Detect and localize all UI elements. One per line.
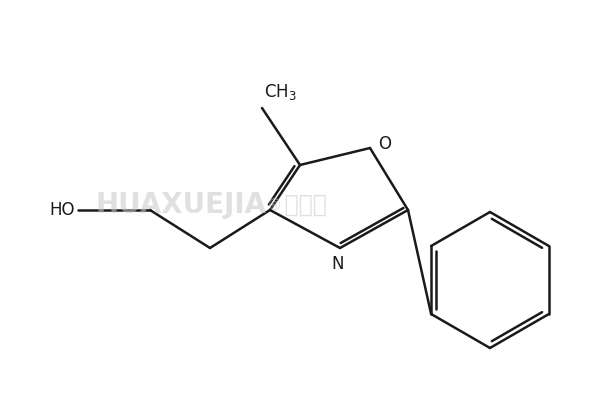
Text: 化学加: 化学加 (277, 193, 327, 217)
Text: O: O (378, 135, 391, 153)
Text: CH$_3$: CH$_3$ (264, 82, 297, 102)
Text: ®: ® (267, 198, 282, 213)
Text: HUAXUEJIA: HUAXUEJIA (95, 191, 266, 219)
Text: HO: HO (50, 201, 75, 219)
Text: N: N (331, 255, 344, 273)
